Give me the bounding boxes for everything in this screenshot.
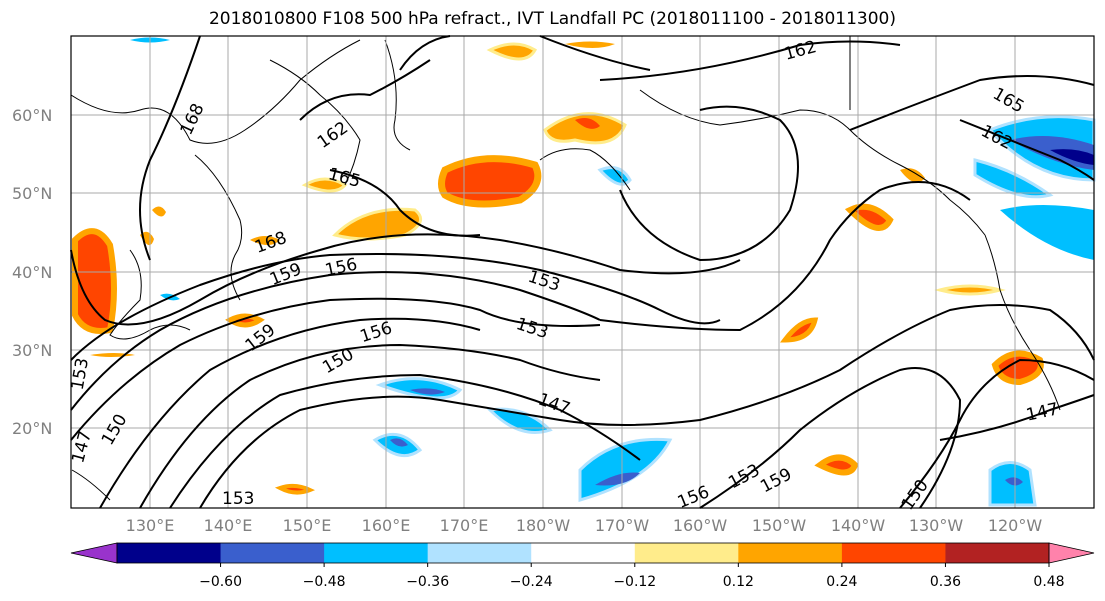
latitude-labels: 60°N 50°N 40°N 30°N 20°N [12, 106, 52, 438]
lon-label: 170°W [595, 516, 650, 535]
lon-label: 150°W [752, 516, 807, 535]
lat-label: 30°N [12, 341, 52, 360]
lon-label: 160°W [673, 516, 728, 535]
coastlines [70, 36, 1061, 501]
colorbar-tick-label: −0.12 [613, 574, 656, 590]
lat-label: 60°N [12, 106, 52, 125]
lon-label: 170°E [440, 516, 489, 535]
colorbar-extend-high [1048, 542, 1095, 564]
colorbar-tick-label: 0.24 [826, 574, 857, 590]
colorbar-outline [116, 542, 1050, 564]
colorbar-segment [117, 543, 222, 563]
colorbar-segment [945, 543, 1050, 563]
contour-label: 153 [222, 489, 254, 509]
colorbar-extend-low [70, 542, 118, 564]
colorbar-ticks: −0.60 −0.48 −0.36 −0.24 −0.12 0.12 0.24 0.36 0.4… [199, 563, 1065, 590]
lat-label: 50°N [12, 184, 52, 203]
colorbar-tick-label: −0.24 [510, 574, 553, 590]
colorbar-tick-label: 0.12 [723, 574, 754, 590]
lon-label: 160°E [362, 516, 411, 535]
lon-label: 130°E [126, 516, 175, 535]
colorbar-segment [634, 543, 739, 563]
longitude-labels: 130°E 140°E 150°E 160°E 170°E 180°W 170°… [126, 516, 1043, 535]
map-title: 2018010800 F108 500 hPa refract., IVT La… [208, 9, 896, 29]
colorbar-segment [738, 543, 843, 563]
colorbar-segment [324, 543, 429, 563]
lon-label: 140°W [831, 516, 886, 535]
lon-label: 180°W [516, 516, 571, 535]
height-contours [70, 35, 1095, 509]
lon-label: 140°E [204, 516, 253, 535]
colorbar-tick-label: −0.60 [199, 574, 242, 590]
colorbar-segment [531, 543, 636, 563]
map-border [70, 35, 1095, 509]
colorbar-tick-label: 0.36 [930, 574, 961, 590]
lat-label: 20°N [12, 419, 52, 438]
colorbar-segment [841, 543, 946, 563]
colorbar-tick-label: −0.36 [406, 574, 449, 590]
shaded-field [72, 37, 1096, 507]
colorbar [70, 542, 1095, 564]
colorbar-tick-label: 0.48 [1033, 574, 1064, 590]
lon-label: 150°E [283, 516, 332, 535]
lon-label: 120°W [988, 516, 1043, 535]
lat-label: 40°N [12, 263, 52, 282]
colorbar-segment [220, 543, 325, 563]
colorbar-tick-label: −0.48 [303, 574, 346, 590]
lon-label: 130°W [909, 516, 964, 535]
colorbar-segment [427, 543, 532, 563]
